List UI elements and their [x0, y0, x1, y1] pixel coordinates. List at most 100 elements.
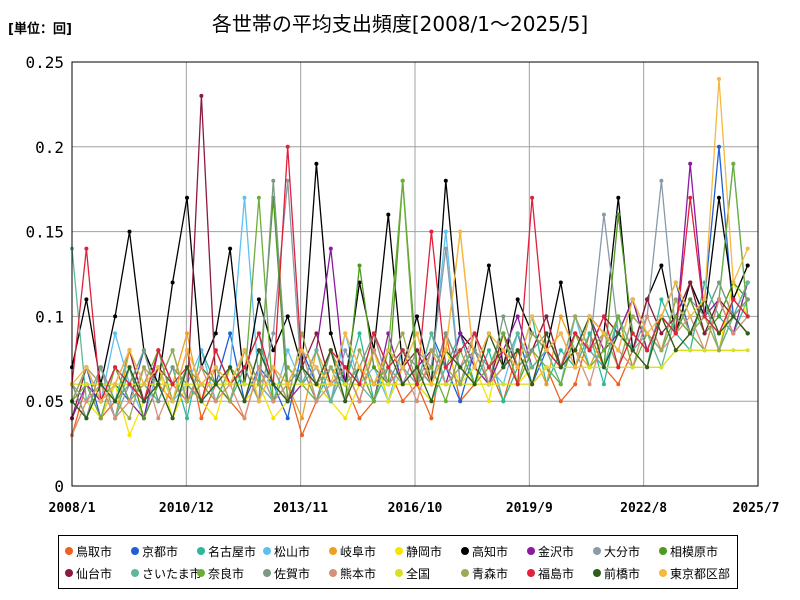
- series-point-16: [673, 297, 678, 302]
- legend-label: 松山市: [274, 544, 311, 559]
- series-point-14: [199, 365, 204, 370]
- series-point-15: [702, 348, 707, 353]
- x-tick-label: 2022/8: [620, 501, 667, 516]
- series-point-19: [386, 348, 391, 353]
- x-axis-ticks: 2008/1 2010/12 2013/11 2016/10 2019/9 2022/8 2…: [49, 501, 780, 516]
- series-line-15: [72, 349, 748, 385]
- legend-item: 相模原市: [659, 541, 725, 561]
- series-point-17: [343, 365, 348, 370]
- series-point-15: [731, 348, 736, 353]
- series-point-17: [688, 195, 693, 200]
- series-point-18: [731, 314, 736, 319]
- legend-marker-icon: [197, 569, 205, 577]
- legend-item: 全国: [395, 563, 461, 583]
- series-point-6: [357, 280, 362, 285]
- series-point-19: [185, 348, 189, 353]
- y-tick-label: 0.1: [35, 307, 64, 326]
- series-point-1: [285, 416, 290, 421]
- series-point-14: [371, 348, 376, 353]
- series-point-14: [113, 416, 118, 421]
- series-point-6: [256, 297, 261, 302]
- series-point-13: [271, 178, 276, 183]
- legend-item: 静岡市: [395, 541, 461, 561]
- legend-label: 相模原市: [670, 544, 719, 559]
- series-point-18: [314, 382, 319, 387]
- legend: 鳥取市 京都市 名古屋市 松山市 岐阜市 静岡市 高知市 金沢市 大分市 相模原市 仙台市 さいたま市…: [58, 535, 738, 589]
- series-point-6: [515, 297, 520, 302]
- series-point-17: [472, 331, 477, 336]
- series-point-6: [271, 348, 276, 353]
- series-point-17: [386, 365, 391, 370]
- series-point-19: [702, 297, 707, 302]
- x-tick-label: 2016/10: [388, 501, 443, 516]
- series-point-19: [429, 382, 434, 387]
- legend-label: 青森市: [472, 566, 509, 581]
- series-point-6: [386, 212, 391, 217]
- series-point-16: [429, 348, 434, 353]
- series-point-15: [745, 348, 750, 353]
- series-point-6: [170, 280, 175, 285]
- series-point-6: [486, 263, 491, 268]
- legend-item: 仙台市: [65, 563, 131, 583]
- series-point-18: [645, 365, 650, 370]
- series-point-18: [300, 365, 304, 370]
- series-point-18: [271, 382, 276, 387]
- series-point-12: [256, 195, 261, 200]
- series-point-18: [242, 399, 247, 404]
- series-point-18: [458, 365, 463, 370]
- series-point-9: [717, 314, 721, 319]
- series-point-0: [558, 399, 563, 404]
- series-point-18: [199, 399, 204, 404]
- series-point-16: [659, 348, 664, 353]
- series-point-17: [745, 314, 750, 319]
- legend-item: 大分市: [593, 541, 659, 561]
- x-tick-label: 2025/7: [733, 501, 780, 516]
- series-point-15: [486, 382, 491, 387]
- legend-label: 高知市: [472, 544, 509, 559]
- series-point-12: [371, 399, 376, 404]
- legend-label: 佐賀市: [274, 566, 311, 581]
- series-point-6: [616, 195, 621, 200]
- series-point-16: [185, 399, 189, 404]
- series-point-6: [285, 314, 290, 319]
- series-point-17: [587, 348, 592, 353]
- series-point-13: [156, 399, 161, 404]
- series-point-12: [616, 314, 621, 319]
- y-tick-label: 0.15: [25, 223, 64, 242]
- series-point-15: [659, 365, 664, 370]
- series-point-15: [185, 382, 189, 387]
- series-point-18: [601, 365, 606, 370]
- legend-item: 東京都区部: [659, 563, 730, 583]
- legend-marker-icon: [527, 569, 535, 577]
- series-point-16: [530, 331, 535, 336]
- y-axis-ticks: 0 0.05 0.1 0.15 0.2 0.25: [25, 53, 64, 496]
- series-point-11: [314, 348, 319, 353]
- series-point-12: [673, 314, 678, 319]
- series-point-18: [213, 382, 218, 387]
- series-point-0: [300, 433, 304, 438]
- series-point-7: [515, 314, 520, 319]
- series-point-18: [429, 399, 434, 404]
- series-point-12: [400, 178, 405, 183]
- legend-label: 静岡市: [406, 544, 443, 559]
- series-point-19: [98, 399, 103, 404]
- y-tick-label: 0: [54, 477, 64, 496]
- legend-marker-icon: [659, 569, 667, 577]
- series-point-18: [185, 365, 189, 370]
- series-point-18: [127, 365, 132, 370]
- series-point-18: [558, 365, 563, 370]
- series-point-18: [141, 399, 146, 404]
- series-point-19: [544, 348, 549, 353]
- series-point-15: [242, 382, 247, 387]
- series-point-19: [688, 314, 693, 319]
- series-point-19: [587, 314, 592, 319]
- series-point-18: [84, 416, 89, 421]
- legend-item: 前橋市: [593, 563, 659, 583]
- series-point-19: [745, 246, 750, 251]
- series-point-15: [300, 382, 304, 387]
- series-point-19: [558, 331, 563, 336]
- legend-label: 大分市: [604, 544, 641, 559]
- series-point-15: [386, 382, 391, 387]
- series-point-0: [616, 382, 621, 387]
- series-point-19: [630, 297, 635, 302]
